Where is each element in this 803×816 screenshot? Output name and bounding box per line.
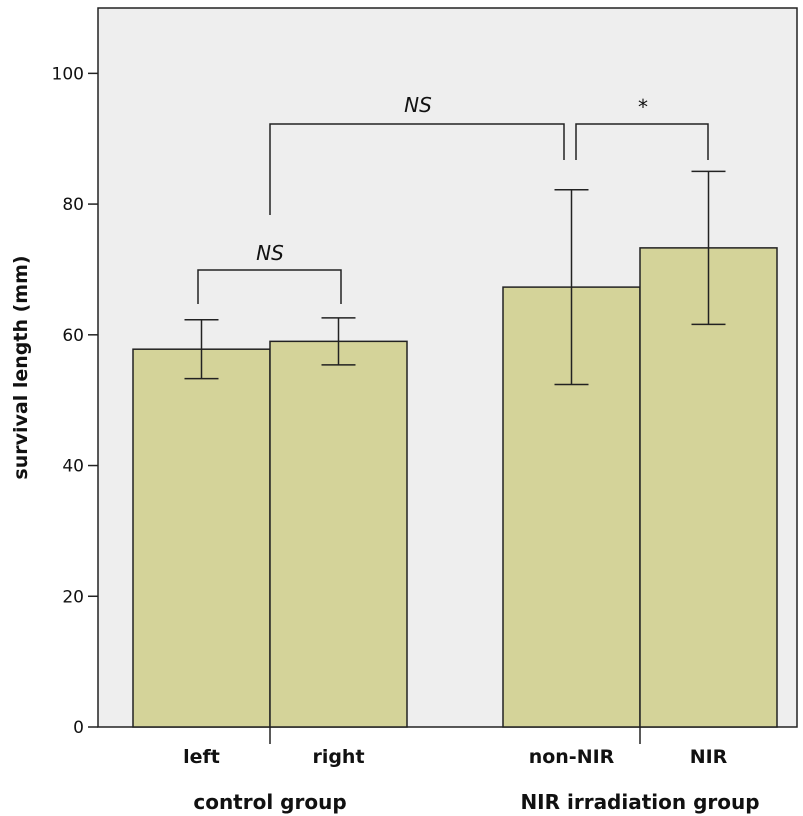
y-axis-title: survival length (mm)	[10, 255, 32, 479]
y-tick-label: 0	[73, 718, 84, 738]
significance-bracket-nir: *	[575, 95, 709, 160]
labels-layer: survival length (mm) left right non-NIR NIR c…	[10, 255, 760, 814]
error-bar-left	[184, 319, 219, 380]
group-label-nir: NIR irradiation group	[520, 790, 759, 814]
bar-nir	[639, 247, 778, 728]
y-tick-label: 80	[62, 195, 84, 215]
group-label-control: control group	[193, 790, 346, 814]
y-tick-label: 40	[62, 457, 84, 477]
x-tick-label-left: left	[183, 746, 220, 768]
significance-layer: NS NS *	[197, 93, 709, 304]
y-tick-label: 20	[62, 587, 84, 607]
x-tick-label-nir: NIR	[690, 746, 728, 768]
significance-label: NS	[404, 93, 432, 117]
bar-left	[132, 348, 271, 728]
significance-label: *	[638, 95, 648, 119]
significance-bracket-between-groups: NS	[269, 93, 565, 215]
significance-bracket-control: NS	[197, 241, 342, 304]
x-tick-label-non-nir: non-NIR	[529, 746, 615, 768]
bar-right	[269, 340, 408, 728]
y-tick-label: 60	[62, 326, 84, 346]
error-bars-layer	[184, 170, 726, 386]
x-tick-label-right: right	[312, 746, 364, 768]
axes-layer: 0 20 40 60 80 100	[52, 64, 641, 744]
significance-label: NS	[256, 241, 284, 265]
error-bar-right	[321, 317, 356, 366]
y-tick-label: 100	[52, 64, 84, 84]
error-bar-non-nir	[554, 188, 589, 386]
error-bar-nir	[691, 170, 726, 326]
